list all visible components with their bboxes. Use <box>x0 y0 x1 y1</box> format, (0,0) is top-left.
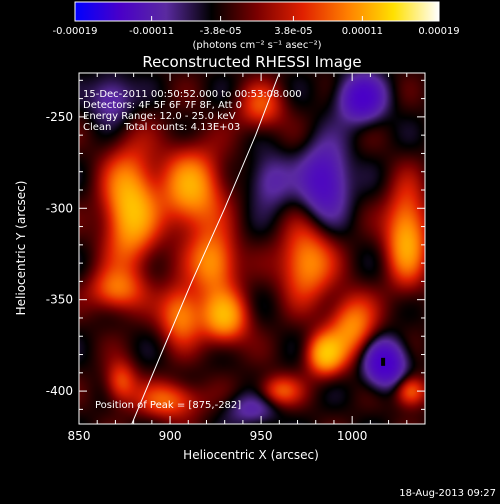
x-tick-label: 1000 <box>337 429 368 443</box>
colorbar-tick-label: 0.00019 <box>418 26 459 37</box>
info-block: 15-Dec-2011 00:50:52.000 to 00:53:08.000… <box>83 89 302 133</box>
y-axis-label: Heliocentric Y (arcsec) <box>14 181 28 316</box>
x-tick-label: 850 <box>68 429 91 443</box>
timestamp: 18-Aug-2013 09:27 <box>399 488 496 499</box>
colorbar-ticks: -0.00019 -0.00011 -3.8e-05 3.8e-05 0.00011 0.… <box>53 16 460 37</box>
colorbar-tick-label: 0.00011 <box>342 26 383 37</box>
y-tick-label: -350 <box>46 293 73 307</box>
colorbar-tick-label: -3.8e-05 <box>200 26 242 37</box>
x-axis-label: Heliocentric X (arcsec) <box>183 448 319 462</box>
axis-ticks: 850 900 950 1000 -250 -300 -350 -400 <box>46 73 426 443</box>
colorbar: -0.00019 -0.00011 -3.8e-05 3.8e-05 0.00011 0.… <box>53 1 460 51</box>
colorbar-tick-label: -0.00019 <box>53 26 98 37</box>
min-marker <box>381 357 386 366</box>
y-tick-label: -400 <box>46 384 73 398</box>
heatmap-image <box>79 73 425 424</box>
chart-title: Reconstructed RHESSI Image <box>142 53 361 71</box>
y-tick-label: -250 <box>46 110 73 124</box>
info-time-range: 15-Dec-2011 00:50:52.000 to 00:53:08.000 <box>83 89 302 100</box>
info-clean-counts: Clean Total counts: 4.13E+03 <box>83 122 240 133</box>
colorbar-units: (photons cm⁻² s⁻¹ asec⁻²) <box>192 40 321 51</box>
x-tick-label: 900 <box>159 429 182 443</box>
colorbar-tick-label: 3.8e-05 <box>274 26 312 37</box>
solar-limb-line <box>131 73 280 424</box>
info-detectors: Detectors: 4F 5F 6F 7F 8F, Att 0 <box>83 100 242 111</box>
y-tick-label: -300 <box>46 201 73 215</box>
peak-label: Position of Peak = [875,-282] <box>95 400 241 411</box>
x-tick-label: 950 <box>250 429 273 443</box>
plot-area: 850 900 950 1000 -250 -300 -350 -400 <box>46 72 426 443</box>
colorbar-gradient <box>74 1 440 22</box>
colorbar-tick-label: -0.00011 <box>129 26 174 37</box>
info-energy-range: Energy Range: 12.0 - 25.0 keV <box>83 111 236 122</box>
plot-frame <box>78 72 426 425</box>
